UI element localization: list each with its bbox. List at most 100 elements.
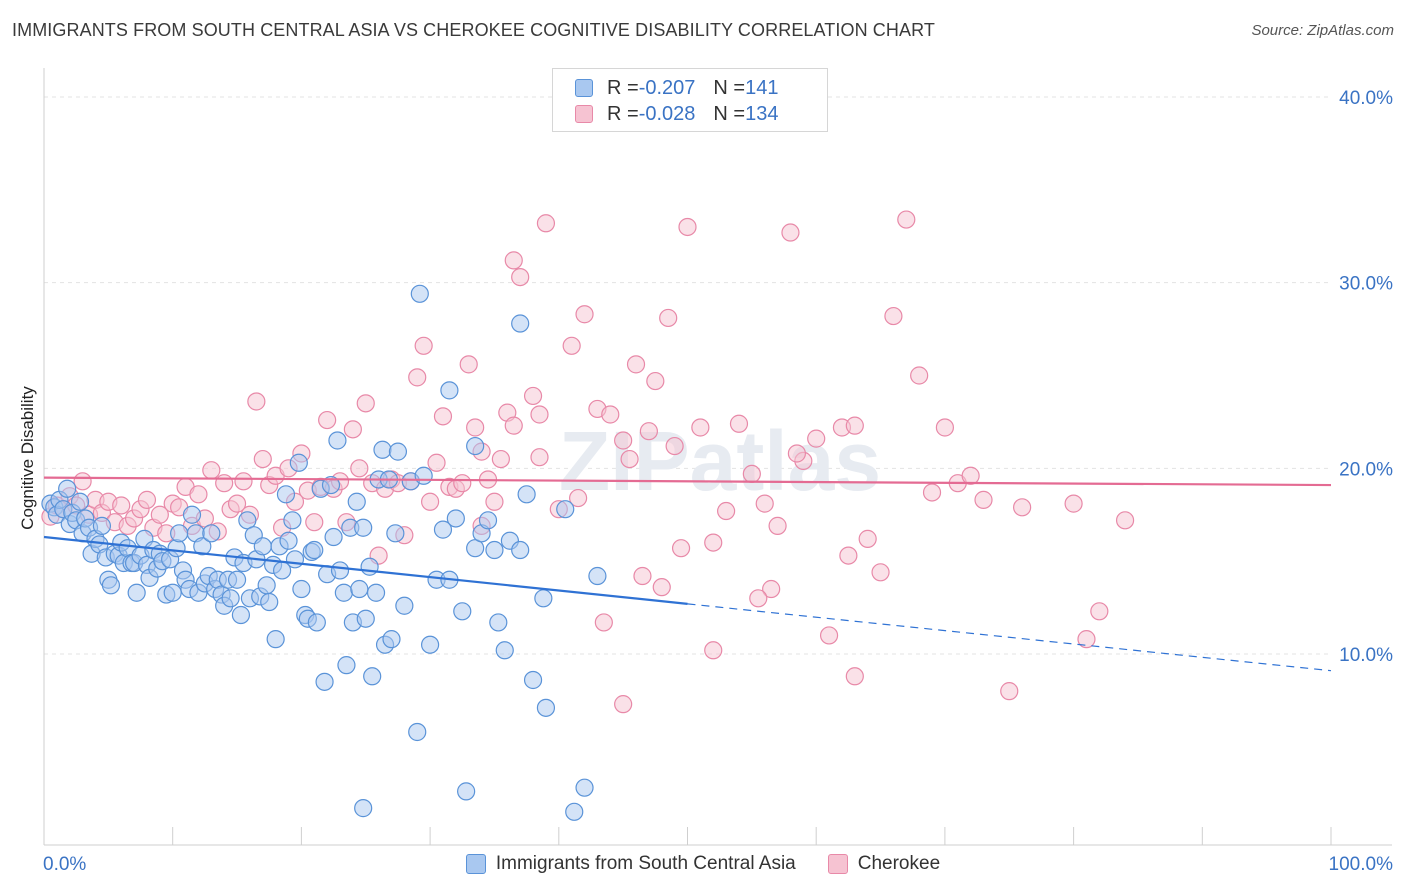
south-central-asia-point [356, 609, 375, 628]
cherokee-point [530, 405, 549, 424]
south-central-asia-point [231, 605, 251, 625]
cherokee-point [935, 418, 955, 437]
cherokee-point [884, 306, 903, 326]
x-tick-label-max: 100.0% [1329, 854, 1394, 875]
south-central-asia-point [466, 436, 485, 456]
cherokee-point [659, 308, 678, 328]
legend-item-series2[interactable]: Cherokee [827, 853, 941, 875]
cherokee-point [922, 483, 942, 502]
cherokee-point [1077, 630, 1096, 649]
cherokee-point [227, 494, 247, 513]
south-central-asia-point [260, 592, 279, 612]
south-central-asia-point [182, 505, 202, 524]
south-central-asia-point [440, 381, 459, 400]
cherokee-point [749, 589, 768, 608]
south-central-asia-point [575, 778, 594, 797]
cherokee-point [601, 405, 620, 424]
south-central-asia-point [408, 722, 427, 742]
south-central-asia-point [457, 782, 476, 801]
source-label: Source: ZipAtlas.com [1251, 22, 1394, 39]
series-south-central-asia-points [41, 284, 607, 821]
cherokee-point [569, 488, 588, 508]
cherokee-point [453, 474, 472, 493]
trend-line-series1-extrapolated [687, 603, 1332, 672]
cherokee-point [459, 355, 478, 374]
cherokee-point [318, 410, 337, 430]
south-central-asia-point [485, 540, 504, 560]
cherokee-point [639, 422, 658, 441]
r-label: R = [607, 102, 639, 125]
y-tick-label: 30.0% [1339, 274, 1393, 295]
cherokee-point [897, 210, 916, 229]
south-central-asia-point [360, 557, 379, 576]
cherokee-point [523, 386, 543, 406]
south-central-asia-point [347, 492, 366, 511]
south-central-asia-point [556, 500, 575, 519]
south-central-asia-point [285, 550, 305, 569]
cherokee-point [202, 461, 221, 480]
south-central-asia-point [289, 453, 308, 472]
south-central-asia-point [283, 511, 302, 530]
cherokee-point [845, 416, 864, 435]
cherokee-point [1115, 511, 1135, 530]
south-central-asia-point [305, 540, 324, 560]
stats-row-series1: R = -0.207 N = 141 [575, 76, 778, 100]
cherokee-point [150, 505, 169, 524]
cherokee-point [137, 490, 157, 509]
south-central-asia-point [334, 583, 353, 602]
south-central-asia-point [354, 799, 373, 818]
r-label: R = [607, 76, 639, 99]
south-central-asia-point [414, 466, 433, 485]
south-central-asia-point [170, 524, 189, 543]
south-central-asia-point [511, 314, 530, 333]
south-central-asia-point [92, 516, 112, 535]
cherokee-point [845, 667, 864, 686]
legend-swatch-series2 [827, 854, 848, 874]
cherokee-point [671, 539, 691, 558]
south-central-asia-point [253, 537, 272, 556]
series2-swatch [575, 105, 593, 123]
n-value: 141 [745, 76, 779, 99]
cherokee-point [536, 214, 556, 233]
cherokee-point [755, 494, 774, 513]
south-central-asia-point [388, 442, 408, 461]
south-central-asia-point [350, 579, 369, 599]
cherokee-point [839, 546, 858, 565]
cherokee-point [910, 366, 929, 385]
south-central-asia-point [446, 509, 465, 528]
cherokee-point [504, 416, 523, 435]
south-central-asia-point [565, 802, 584, 821]
cherokee-point [691, 418, 710, 437]
cherokee-point [787, 444, 806, 463]
south-central-asia-point [330, 561, 350, 580]
cherokee-point [112, 496, 131, 515]
cherokee-point [626, 355, 646, 374]
south-central-asia-point [395, 596, 414, 615]
cherokee-point [504, 251, 523, 270]
south-central-asia-point [101, 576, 121, 595]
cherokee-point [189, 485, 208, 504]
legend-item-series1[interactable]: Immigrants from South Central Asia [465, 853, 796, 875]
cherokee-point [652, 578, 671, 597]
legend-label-series2: Cherokee [857, 853, 941, 874]
cherokee-point [215, 474, 234, 493]
trend-lines [43, 476, 1332, 672]
south-central-asia-point [373, 440, 392, 459]
south-central-asia-point [453, 602, 472, 621]
cherokee-point [633, 566, 652, 586]
cherokee-point [871, 563, 890, 582]
cherokee-point [414, 336, 433, 355]
south-central-asia-point [315, 672, 334, 691]
gridlines [44, 96, 1331, 655]
south-central-asia-point [410, 284, 429, 303]
south-central-asia-point [495, 641, 514, 660]
south-central-asia-point [193, 537, 212, 556]
legend: Immigrants from South Central Asia Chero… [0, 852, 1406, 876]
south-central-asia-point [536, 698, 556, 717]
tick-labels: 10.0% 20.0% 30.0% 40.0% 0.0% 100.0% [43, 88, 1393, 875]
cherokee-point [665, 436, 684, 456]
cherokee-point [742, 464, 761, 484]
cherokee-point [1013, 498, 1032, 517]
cherokee-point [343, 420, 362, 439]
trend-line-series1 [43, 535, 688, 605]
